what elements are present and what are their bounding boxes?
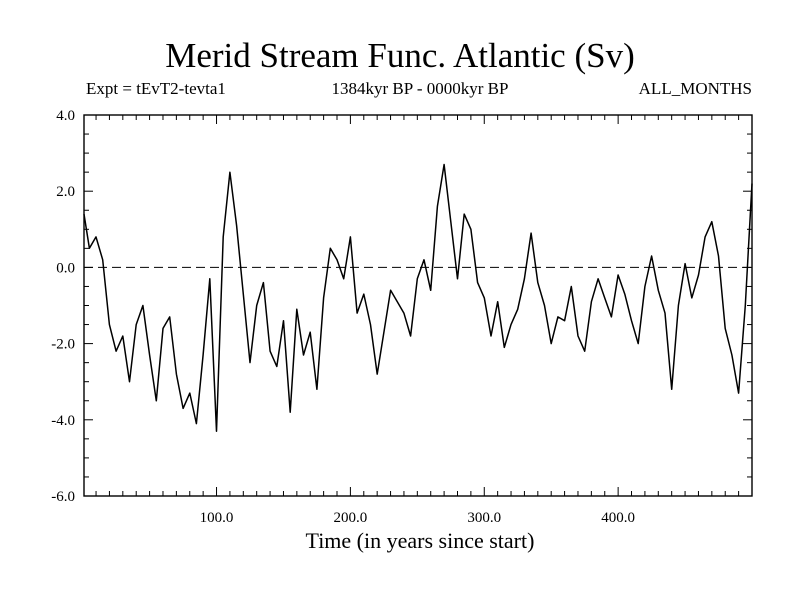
y-tick-label: 0.0 [56, 260, 75, 276]
x-axis-label: Time (in years since start) [305, 528, 535, 553]
y-tick-label: -4.0 [51, 413, 75, 429]
chart-title: Merid Stream Func. Atlantic (Sv) [165, 36, 635, 75]
y-tick-label: -2.0 [51, 337, 75, 353]
y-tick-label: 2.0 [56, 184, 75, 200]
y-tick-label: 4.0 [56, 108, 75, 124]
months-label: ALL_MONTHS [638, 79, 752, 98]
x-tick-label: 100.0 [200, 510, 234, 526]
x-tick-label: 400.0 [601, 510, 635, 526]
x-tick-label: 300.0 [467, 510, 501, 526]
time-range-label: 1384kyr BP - 0000kyr BP [331, 79, 509, 98]
plot-frame [83, 114, 753, 497]
experiment-label: Expt = tEvT2-tevta1 [86, 79, 226, 98]
y-tick-label: -6.0 [51, 489, 75, 505]
x-tick-label: 200.0 [334, 510, 368, 526]
series-line [83, 163, 753, 432]
